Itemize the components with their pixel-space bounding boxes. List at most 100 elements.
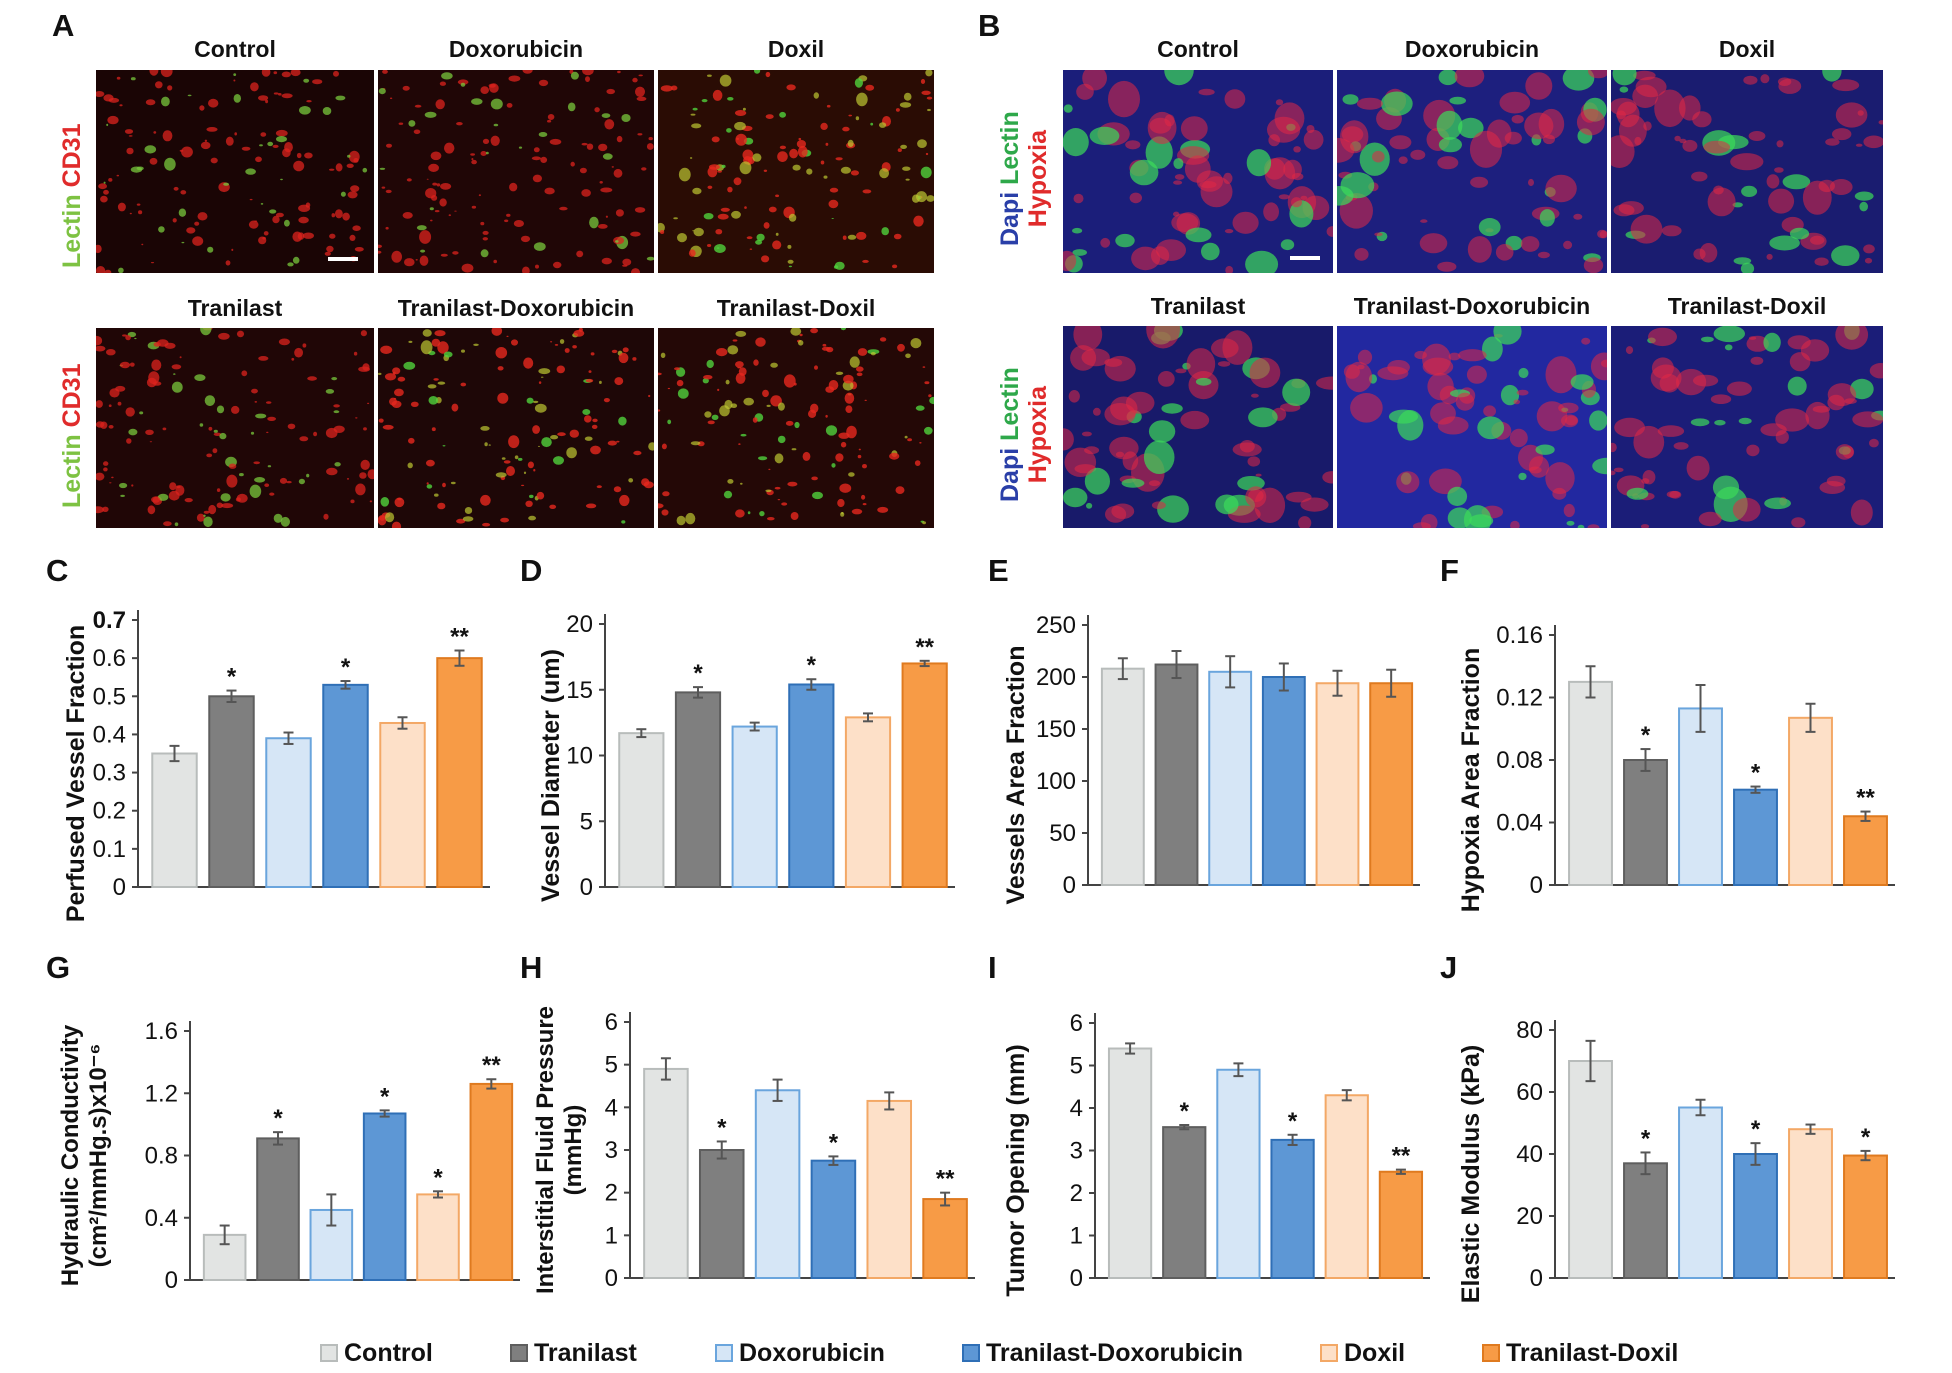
micrograph-b-doxil [1611,70,1883,273]
stain-cd31: CD31 [58,123,86,188]
stain-lectin: Lectin [996,367,1024,441]
y-tick-label: 4 [605,1094,618,1121]
bar-tranilast-doxil [469,1082,514,1281]
y-tick-label: 0 [580,874,593,901]
micrograph-a-doxorubicin [378,70,654,273]
legend-item-tranilast-doxil: Tranilast-Doxil [1482,1335,1678,1371]
y-tick-label: 0.4 [93,721,126,748]
significance-marker: * [1861,1124,1871,1151]
y-axis-label: Tumor Opening (mm) [1002,1044,1030,1296]
significance-marker: * [1180,1098,1190,1125]
y-tick-label: 20 [566,611,593,638]
panel-letter-i: I [988,950,997,985]
legend-label: Tranilast [534,1338,637,1367]
bar-tranilast-doxorubicin [788,683,835,888]
legend-item-doxil: Doxil [1320,1335,1405,1371]
significance-marker: * [829,1129,839,1156]
y-tick-label: 0.12 [1496,685,1543,712]
y-tick-label: 0.1 [93,836,126,863]
y-tick-label: 0 [113,874,126,901]
stain-dapi: Dapi [996,447,1024,502]
micrograph-b-tranilast [1063,326,1333,528]
bar-control [1107,1047,1153,1279]
y-tick-label: 150 [1036,716,1076,743]
y-tick-label: 0.8 [145,1143,178,1170]
bar-tranilast-doxil [901,662,948,888]
bar-tranilast-doxil [1378,1170,1424,1279]
y-tick-label: 0 [165,1267,178,1294]
bar-tranilast-doxil [1843,1154,1888,1279]
panel-letter-g: G [46,950,71,985]
chart-g-hydraulic-conductivity: 0 0.4 0.8 1.2 1.6 Hydraulic Conductivity (cm²/… [57,975,530,1330]
y-axis-label: Interstitial Fluid Pressure [532,1006,559,1294]
bar-doxorubicin [1678,1106,1723,1279]
bar-doxil [844,716,892,888]
y-tick-label: 1.6 [145,1018,178,1045]
legend-label: Tranilast-Doxorubicin [986,1338,1243,1367]
y-tick-label: 0 [1063,872,1076,899]
significance-marker: * [1641,1125,1651,1152]
y-tick-label: 3 [605,1137,618,1164]
y-tick-label: 0.2 [93,798,126,825]
y-tick-label: 0.6 [93,645,126,672]
micrograph-b-tranilast-doxorubicin [1337,326,1607,528]
significance-marker: * [227,664,237,691]
legend-item-doxorubicin: Doxorubicin [715,1335,885,1371]
panel-b-title-doxil: Doxil [1718,36,1776,62]
panel-b-title-tranilast-doxil: Tranilast-Doxil [1667,293,1827,319]
significance-marker: * [273,1105,283,1132]
bar-tranilast-doxorubicin [810,1159,857,1280]
panel-b-title-doxorubicin: Doxorubicin [1404,36,1540,62]
y-tick-label: 60 [1516,1079,1543,1106]
stain-dapi: Dapi [996,191,1024,246]
bar-doxil [1315,682,1360,886]
bar-tranilast-doxorubicin [362,1112,407,1281]
legend-label: Control [344,1338,433,1367]
bar-control [643,1067,689,1279]
y-tick-label: 5 [1070,1053,1083,1080]
y-tick-label: 0.08 [1496,747,1543,774]
bar-doxil [866,1099,913,1279]
y-tick-label: 10 [566,743,593,770]
panel-a-title-doxil: Doxil [767,36,825,62]
significance-marker: ** [1856,785,1875,812]
chart-j-elastic-modulus: 0 20 40 60 80 Elastic Modulus (kPa) * * * [1455,975,1905,1330]
y-tick-label: 1 [1070,1223,1083,1250]
y-tick-label: 2 [1070,1180,1083,1207]
y-tick-label: 0.04 [1496,810,1543,837]
legend-swatch [1482,1344,1500,1362]
bar-tranilast-doxorubicin [1733,1153,1778,1279]
panel-letter-d: D [520,553,543,588]
stain-hypoxia: Hypoxia [1024,129,1052,228]
significance-marker: ** [915,634,934,661]
bar-tranilast-doxorubicin [322,683,369,889]
y-tick-label: 6 [1070,1010,1083,1037]
legend: Control Tranilast Doxorubicin Tranilast-… [310,1335,1710,1371]
bar-doxorubicin [1208,670,1253,886]
significance-marker: ** [482,1052,501,1079]
panel-b-title-tranilast-doxorubicin: Tranilast-Doxorubicin [1353,293,1591,319]
bar-tranilast [256,1137,300,1281]
bar-control [1568,1060,1613,1279]
bar-control [618,732,665,888]
y-tick-label: 100 [1036,768,1076,795]
y-axis-label: Vessels Area Fraction [1002,646,1030,905]
significance-marker: * [1751,1116,1761,1143]
y-tick-label: 3 [1070,1138,1083,1165]
panel-b-scale-bar [1290,256,1320,260]
legend-label: Doxil [1344,1338,1406,1367]
y-axis-label: Vessel Diameter (um) [537,649,565,902]
micrograph-b-control [1063,70,1333,273]
chart-c-perfused-vessel-fraction: 0 0.1 0.2 0.3 0.4 0.5 0.6 0.7 Perfused Vessel Fr… [60,580,500,940]
significance-marker: * [1751,760,1761,787]
micrograph-a-doxil [658,70,934,273]
bar-tranilast [1623,1162,1668,1279]
y-tick-label: 50 [1049,820,1076,847]
panel-a-stain-label-top: Lectin CD31 [58,124,86,269]
bar-tranilast [208,695,255,888]
bar-doxil [416,1193,460,1281]
bar-tranilast-doxil [922,1198,968,1279]
panel-letter-c: C [46,553,69,588]
micrograph-a-tranilast [96,328,374,528]
panel-letter-a: A [52,8,75,43]
